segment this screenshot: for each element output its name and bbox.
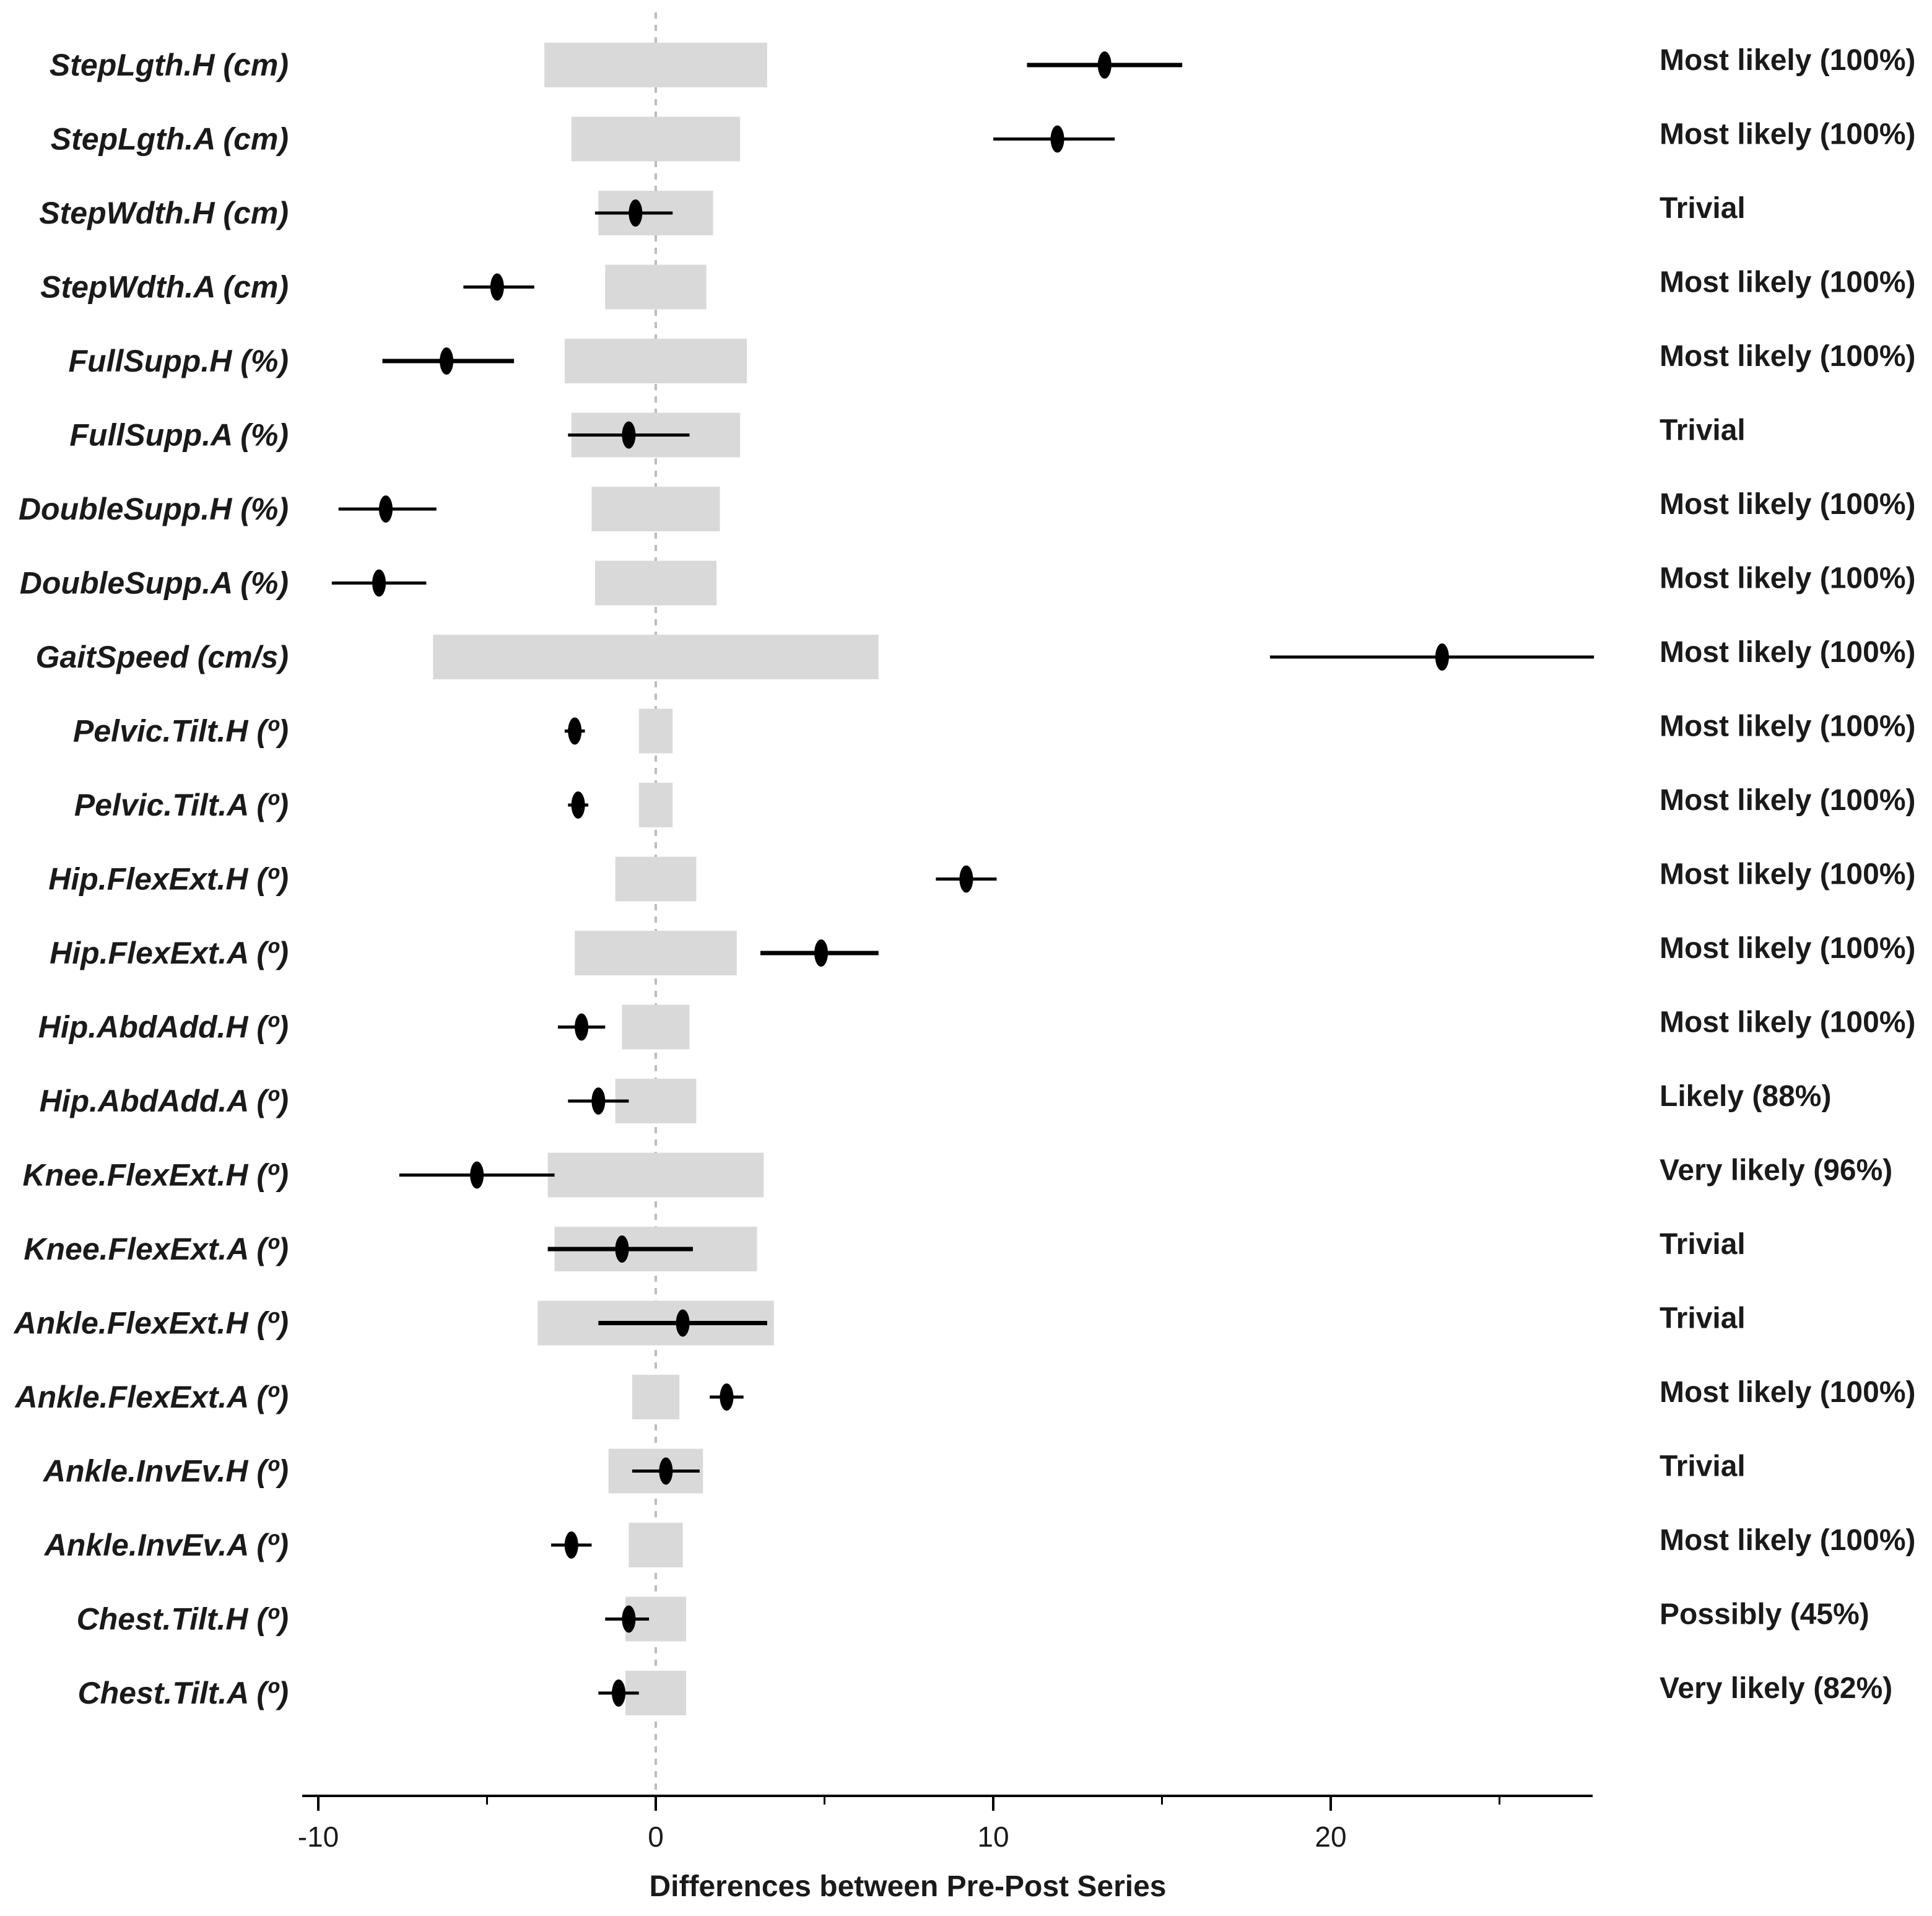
x-axis-tick-label: 20 <box>1315 1821 1346 1853</box>
x-axis-tick-label: 0 <box>648 1821 664 1853</box>
point-estimate <box>959 865 973 893</box>
variable-label: StepLgth.A (cm) <box>51 122 289 157</box>
trivial-band <box>433 635 879 679</box>
inference-label: Most likely (100%) <box>1660 710 1915 743</box>
point-estimate <box>571 791 585 819</box>
variable-label: Chest.Tilt.H (º) <box>77 1602 289 1637</box>
inference-label: Most likely (100%) <box>1660 266 1915 299</box>
point-estimate <box>629 199 643 227</box>
inference-label: Most likely (100%) <box>1660 562 1915 595</box>
inference-label: Trivial <box>1660 192 1746 225</box>
variable-label: Pelvic.Tilt.A (º) <box>74 788 289 822</box>
trivial-band <box>622 1004 690 1050</box>
inference-label: Most likely (100%) <box>1660 858 1915 891</box>
variable-label: Hip.AbdAdd.A (º) <box>40 1084 289 1118</box>
inference-label: Most likely (100%) <box>1660 932 1915 965</box>
trivial-band <box>547 1152 764 1198</box>
point-estimate <box>568 717 582 745</box>
point-estimate <box>372 569 386 597</box>
inference-label: Most likely (100%) <box>1660 44 1915 77</box>
point-estimate <box>564 1531 578 1559</box>
inference-label: Trivial <box>1660 414 1746 447</box>
inference-label: Possibly (45%) <box>1660 1598 1869 1631</box>
variable-label: Ankle.FlexExt.H (º) <box>13 1306 289 1341</box>
point-estimate <box>615 1235 629 1263</box>
point-estimate <box>676 1309 690 1337</box>
variable-label: Ankle.InvEv.A (º) <box>43 1528 289 1562</box>
point-estimate <box>612 1679 626 1707</box>
point-estimate <box>1435 643 1449 671</box>
inference-label: Most likely (100%) <box>1660 118 1915 151</box>
inference-label: Most likely (100%) <box>1660 488 1915 521</box>
trivial-band <box>575 931 737 975</box>
variable-label: StepWdth.H (cm) <box>39 196 289 230</box>
trivial-band <box>591 487 720 531</box>
variable-label: Hip.AbdAdd.H (º) <box>38 1010 289 1045</box>
point-estimate <box>591 1087 606 1115</box>
variable-label: Hip.FlexExt.A (º) <box>50 936 289 970</box>
trivial-band <box>571 116 741 162</box>
inference-label: Likely (88%) <box>1660 1080 1831 1113</box>
variable-label: Knee.FlexExt.A (º) <box>24 1232 289 1266</box>
point-estimate <box>1097 51 1112 79</box>
inference-label: Most likely (100%) <box>1660 340 1915 373</box>
variable-label: FullSupp.H (%) <box>69 344 289 378</box>
inference-label: Trivial <box>1660 1450 1746 1483</box>
variable-label: Ankle.FlexExt.A (º) <box>14 1380 289 1414</box>
variable-label: StepLgth.H (cm) <box>50 48 289 82</box>
variable-label: Ankle.InvEv.H (º) <box>42 1454 289 1489</box>
inference-label: Most likely (100%) <box>1660 1376 1915 1409</box>
point-estimate <box>720 1383 734 1411</box>
point-estimate <box>379 495 393 523</box>
trivial-band <box>629 1523 683 1567</box>
variable-label: StepWdth.A (cm) <box>40 270 289 305</box>
inference-label: Most likely (100%) <box>1660 636 1915 669</box>
point-estimate <box>575 1013 589 1041</box>
trivial-band <box>605 264 707 310</box>
variable-label: FullSupp.A (%) <box>69 418 289 453</box>
inference-label: Trivial <box>1660 1228 1746 1261</box>
trivial-band <box>638 783 673 827</box>
variable-label: DoubleSupp.H (%) <box>19 492 289 526</box>
trivial-band <box>594 560 717 606</box>
point-estimate <box>490 273 504 301</box>
variable-label: GaitSpeed (cm/s) <box>36 640 289 674</box>
inference-label: Most likely (100%) <box>1660 1524 1915 1557</box>
variable-label: Chest.Tilt.A (º) <box>78 1676 289 1710</box>
point-estimate <box>1050 125 1064 153</box>
variable-label: Pelvic.Tilt.H (º) <box>73 714 289 749</box>
inference-label: Most likely (100%) <box>1660 1006 1915 1039</box>
trivial-band <box>615 856 697 902</box>
variable-label: Knee.FlexExt.H (º) <box>23 1158 289 1193</box>
point-estimate <box>814 939 829 967</box>
trivial-band <box>632 1375 680 1419</box>
trivial-band <box>544 43 767 87</box>
inference-label: Most likely (100%) <box>1660 784 1915 817</box>
inference-label: Very likely (96%) <box>1660 1154 1892 1187</box>
point-estimate <box>622 421 636 449</box>
inference-label: Trivial <box>1660 1302 1746 1335</box>
point-estimate <box>470 1161 484 1189</box>
variable-label: DoubleSupp.A (%) <box>20 566 289 601</box>
point-estimate <box>659 1457 673 1485</box>
variable-label: Hip.FlexExt.H (º) <box>48 862 289 897</box>
x-axis-title: Differences between Pre-Post Series <box>649 1870 1166 1903</box>
x-axis-tick-label: -10 <box>298 1821 339 1853</box>
trivial-band <box>564 339 747 383</box>
inference-label: Very likely (82%) <box>1660 1672 1892 1705</box>
trivial-band <box>638 708 673 754</box>
point-estimate <box>440 347 454 375</box>
x-axis-tick-label: 10 <box>977 1821 1009 1853</box>
point-estimate <box>622 1605 636 1633</box>
